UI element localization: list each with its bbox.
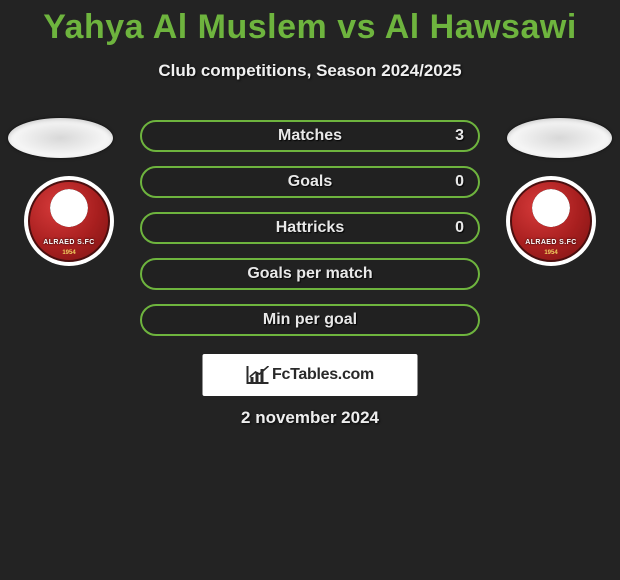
stat-row-hattricks: Hattricks 0 — [140, 212, 480, 244]
brand-logo[interactable]: FcTables.com — [203, 354, 418, 396]
page-title: Yahya Al Muslem vs Al Hawsawi — [0, 0, 620, 47]
club-name-left: ALRAED S.FC — [30, 239, 108, 246]
stat-row-goals-per-match: Goals per match — [140, 258, 480, 290]
stat-label: Goals per match — [247, 265, 372, 283]
date-label: 2 november 2024 — [0, 408, 620, 428]
chart-icon — [246, 366, 268, 384]
club-year-left: 1954 — [30, 250, 108, 256]
stat-value: 3 — [455, 127, 464, 145]
stat-value: 0 — [455, 173, 464, 191]
stats-panel: Matches 3 Goals 0 Hattricks 0 Goals per … — [140, 120, 480, 350]
club-year-right: 1954 — [512, 250, 590, 256]
stat-label: Matches — [278, 127, 342, 145]
club-badge-right: ALRAED S.FC 1954 — [506, 176, 596, 266]
stat-value: 0 — [455, 219, 464, 237]
player-avatar-right — [507, 118, 612, 158]
subtitle: Club competitions, Season 2024/2025 — [0, 61, 620, 81]
brand-name: FcTables.com — [272, 366, 374, 384]
club-badge-left: ALRAED S.FC 1954 — [24, 176, 114, 266]
soccer-ball-icon — [532, 189, 570, 227]
stat-row-goals: Goals 0 — [140, 166, 480, 198]
stat-row-min-per-goal: Min per goal — [140, 304, 480, 336]
player-avatar-left — [8, 118, 113, 158]
soccer-ball-icon — [50, 189, 88, 227]
club-name-right: ALRAED S.FC — [512, 239, 590, 246]
stat-label: Hattricks — [276, 219, 344, 237]
stat-row-matches: Matches 3 — [140, 120, 480, 152]
stat-label: Min per goal — [263, 311, 357, 329]
stat-label: Goals — [288, 173, 332, 191]
